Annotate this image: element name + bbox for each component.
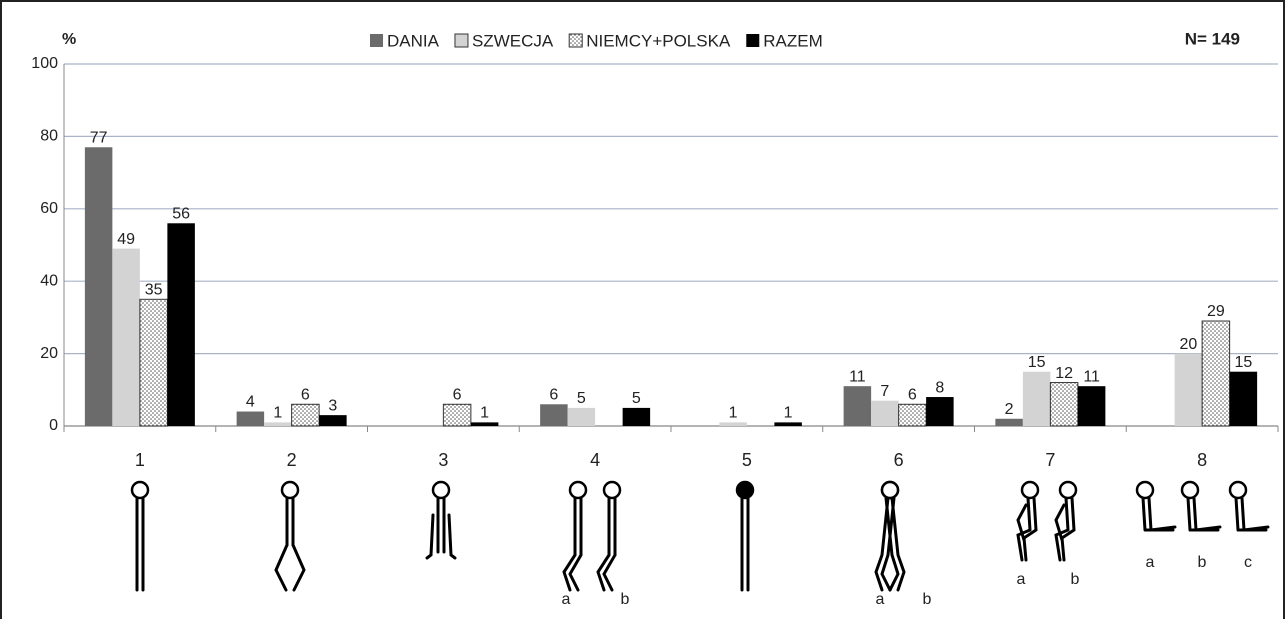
value-label: 1 [480,405,489,422]
bar [84,147,113,426]
value-label: 6 [908,386,917,403]
value-label: 11 [1083,368,1100,385]
figure-sublabel: a [876,591,885,608]
legend-swatch [568,33,583,48]
value-label: 12 [1055,365,1073,382]
value-label: 4 [246,394,255,411]
y-tick-label: 0 [49,417,58,434]
value-label: 11 [849,368,866,385]
bar [1049,382,1079,427]
figure-sublabel: a [1146,554,1155,571]
x-tick-label: 7 [1045,450,1055,470]
bar [1077,386,1106,426]
x-tick-label: 3 [438,450,448,470]
bar [995,418,1023,426]
value-label: 8 [935,379,944,396]
value-label: 20 [1179,336,1197,353]
figures [130,480,1270,592]
bar [622,407,651,426]
figure-sublabel: a [562,591,571,608]
x-tick-label: 2 [287,450,297,470]
bar [1229,371,1258,426]
legend-swatch [370,34,383,47]
value-label: 15 [1234,354,1252,371]
bar [112,248,140,426]
bar [264,422,292,426]
value-label: 6 [549,386,558,403]
value-label: 6 [453,386,462,403]
value-label: 1 [784,405,793,422]
bar [236,411,265,426]
y-tick-label: 60 [40,200,58,217]
bar [567,407,596,426]
x-tick-label: 1 [135,450,145,470]
x-tick-label: 5 [742,450,752,470]
bar [1201,320,1231,427]
bar [167,223,195,426]
bar [470,422,499,426]
legend-swatch [746,34,760,47]
legend-label: DANIA [387,31,440,50]
bar [139,298,168,427]
y-tick-label: 80 [40,128,58,145]
value-label: 15 [1028,354,1046,371]
value-label: 6 [301,386,310,403]
bar [774,422,802,426]
value-label: 35 [145,282,163,299]
y-axis-label: % [62,31,76,48]
bar [540,404,568,426]
bar [871,400,899,426]
x-tick-label: 4 [590,450,600,470]
legend-label: NIEMCY+POLSKA [586,31,731,50]
annotation: N= 149 [1185,29,1240,48]
bar [898,403,927,427]
figure-sublabel: b [923,591,932,608]
bar [926,397,954,426]
value-label: 1 [273,405,282,422]
value-label: 3 [328,397,337,414]
bar [843,386,872,426]
figure-sublabel: b [621,591,630,608]
value-label: 1 [729,405,738,422]
value-label: 49 [117,231,135,248]
bar [1022,371,1051,426]
legend-label: SZWECJA [472,31,554,50]
value-label: 7 [880,383,889,400]
bar [719,422,747,426]
y-tick-label: 20 [40,345,58,362]
bar [291,403,320,427]
x-tick-label: 6 [894,450,904,470]
figure-sublabel: b [1198,554,1207,571]
bar [442,403,472,427]
value-label: 5 [577,390,586,407]
figure-sublabel: b [1071,571,1080,588]
figure-sublabel: c [1244,554,1252,571]
x-tick-label: 8 [1197,450,1207,470]
figure-sublabel: a [1017,571,1026,588]
value-label: 77 [90,129,108,146]
legend-swatch [454,33,469,48]
value-label: 29 [1207,303,1225,320]
value-label: 56 [172,205,190,222]
bar [319,415,347,426]
legend-label: RAZEM [763,31,823,50]
y-tick-label: 40 [40,272,58,289]
value-label: 5 [632,390,641,407]
bar [1174,353,1203,426]
y-tick-label: 100 [31,55,58,72]
value-label: 2 [1005,401,1014,418]
